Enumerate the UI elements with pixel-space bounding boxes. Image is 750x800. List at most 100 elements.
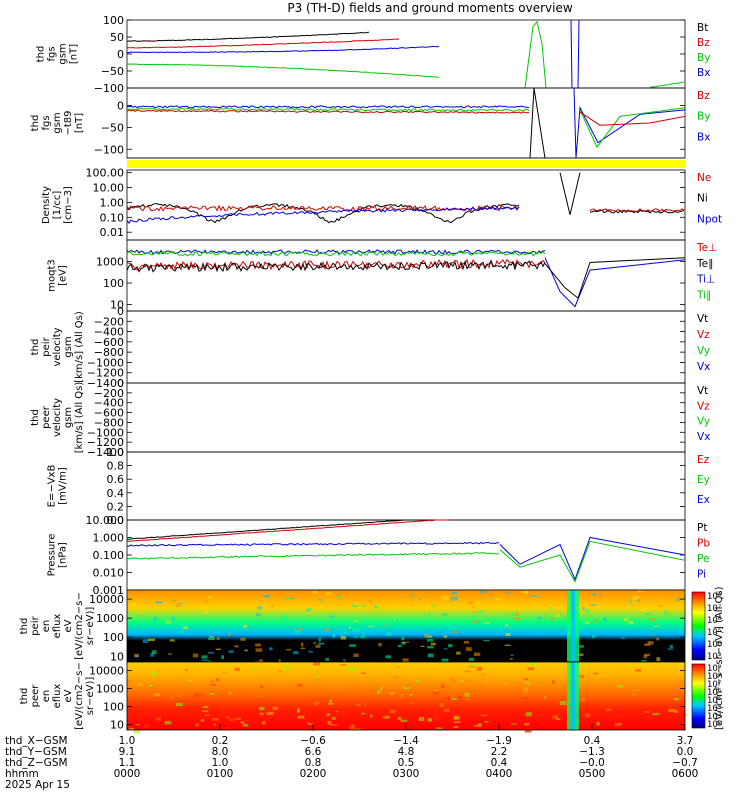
legend-entry: Bz: [697, 37, 710, 49]
y-tick-label: 100.00: [86, 167, 125, 180]
legend-entry: By: [697, 52, 710, 64]
legend-entry: Vz: [697, 400, 710, 412]
y-axis-label: [eV/(cm2−s−: [74, 662, 85, 730]
spectrogram-image: [127, 590, 685, 662]
series-pe: [127, 553, 499, 559]
y-axis-label: [eV]: [58, 265, 69, 286]
x-tick-label: 0000: [114, 768, 141, 780]
y-tick-label: 0.010: [93, 567, 125, 580]
series-by: [127, 108, 529, 111]
series-ti-par: [127, 252, 545, 256]
y-tick-label: 50: [110, 31, 124, 44]
panel-density: [127, 170, 685, 240]
y-axis-label: thd: [19, 618, 30, 635]
y-axis-label: thd: [30, 339, 41, 356]
series-by: [127, 64, 439, 77]
y-axis-label: eflux: [52, 614, 63, 639]
panel-fgs_t89: [127, 88, 685, 158]
y-tick-label: 0.8: [107, 460, 125, 473]
y-axis-label: thd: [30, 409, 41, 426]
y-tick-label: 1000: [96, 612, 124, 625]
series-pe-dip: [500, 541, 685, 581]
y-tick-label: 100: [103, 701, 124, 714]
y-axis-label: [nT]: [69, 44, 80, 64]
y-tick-label: 10000: [89, 593, 124, 606]
panel-peir_velocity: [127, 311, 685, 383]
colorbar-tick-label: 10²: [707, 720, 721, 730]
y-axis-label: −t89: [63, 110, 74, 135]
legend-entry: Ni: [697, 193, 708, 205]
date-label: 2025 Apr 15: [5, 779, 70, 791]
y-tick-label: 0.2: [107, 500, 125, 513]
series-bx-recovery: [574, 88, 685, 158]
y-axis-label: [mV/m]: [58, 467, 69, 505]
legend-entry: Bz: [697, 90, 710, 102]
series-pb: [127, 520, 449, 542]
x-tick-label: 0200: [300, 768, 327, 780]
y-tick-label: 0.10: [100, 211, 125, 224]
y-tick-label: 1.0: [107, 446, 125, 459]
y-axis-label: [cm−3]: [63, 186, 74, 224]
panel-fgs: [127, 20, 685, 88]
y-axis-label: gsm: [63, 336, 74, 357]
y-tick-label: −50: [101, 121, 124, 134]
panel-peer_spec: [127, 662, 705, 734]
legend-entry: Vy: [697, 416, 710, 428]
legend-entry: Ey: [697, 474, 710, 486]
legend-entry: Bx: [697, 67, 710, 79]
legend-entry: Vy: [697, 345, 710, 357]
y-tick-label: 10: [110, 719, 124, 732]
panel-peir_spec: [127, 590, 705, 664]
y-axis-label: thd: [19, 688, 30, 705]
legend-entry: Te⊥: [696, 242, 717, 254]
y-tick-label: 0: [117, 48, 124, 61]
y-axis-label: [nPa]: [58, 542, 69, 568]
y-axis-label: eflux: [52, 684, 63, 709]
plot-title: P3 (TH-D) fields and ground moments over…: [287, 1, 572, 15]
y-axis-label: eV: [63, 689, 74, 702]
y-axis-label: E=−VxB: [47, 465, 58, 508]
series-by-spike: [525, 22, 546, 88]
y-axis-label: [km/s] (All Qs): [74, 382, 85, 454]
y-axis-label: velocity: [52, 327, 63, 366]
y-axis-label: Density: [41, 186, 52, 224]
y-axis-label: en: [41, 690, 52, 703]
legend-entry: Ne: [697, 172, 711, 184]
panel-flag: [127, 158, 685, 168]
x-tick-label: 0100: [207, 768, 234, 780]
y-axis-label: gsm: [63, 407, 74, 428]
y-axis-label: sr−eV)]: [85, 607, 96, 646]
y-tick-label: 0.01: [100, 226, 125, 239]
series-by-recovery: [580, 108, 685, 147]
legend-entry: Npot: [697, 213, 722, 225]
y-tick-label: −100: [94, 82, 124, 95]
legend-entry: Ti∥: [696, 289, 711, 301]
series-by-tail: [650, 82, 684, 87]
legend-entry: Vt: [697, 313, 708, 325]
series-bx-spike: [571, 20, 579, 88]
panel-pressure: [127, 520, 685, 590]
y-axis-label: Pressure: [47, 534, 58, 577]
y-tick-label: 1.000: [93, 532, 125, 545]
series-pi: [127, 543, 499, 547]
series-te-dip: [545, 258, 685, 298]
y-axis-label: peer: [30, 684, 41, 708]
y-tick-label: −100: [94, 143, 124, 156]
y-axis-label: fgs: [47, 46, 58, 61]
y-tick-label: 0.100: [93, 549, 125, 562]
series-bt: [127, 32, 369, 41]
legend-entry: Bx: [697, 131, 710, 143]
y-tick-label: 100: [103, 14, 124, 27]
y-axis-label: peir: [41, 336, 52, 356]
legend-entry: Ez: [697, 454, 710, 466]
y-tick-label: 10.000: [86, 514, 125, 527]
y-axis-label: eV: [63, 619, 74, 632]
legend-entry: Pb: [697, 538, 710, 550]
y-tick-label: 0.6: [107, 473, 125, 486]
y-axis-label: gsm: [52, 112, 63, 133]
y-axis-label: gsm: [58, 43, 69, 64]
y-axis-label: sr−eV)]: [85, 677, 96, 716]
series-jump: [530, 88, 545, 158]
colorbar: [692, 664, 705, 728]
